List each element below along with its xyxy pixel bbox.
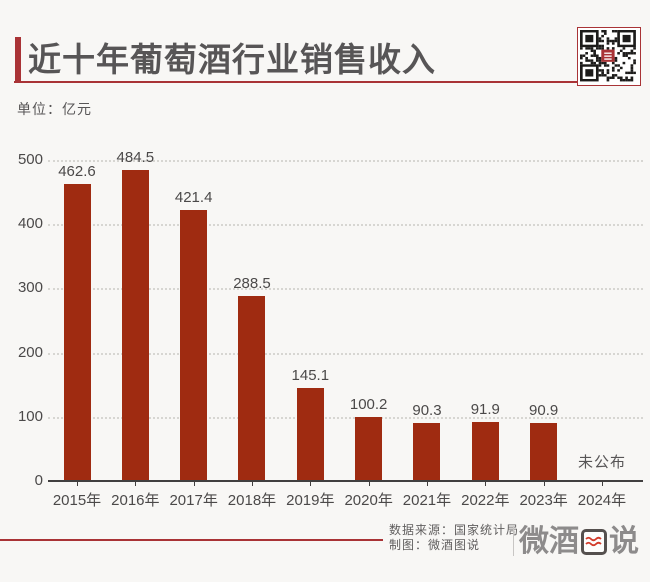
logo-char: 酒 bbox=[549, 525, 579, 558]
bar-2015年 bbox=[63, 184, 91, 481]
bar-value-label: 421.4 bbox=[174, 189, 213, 207]
x-axis-category-label: 2019年 bbox=[286, 492, 335, 509]
title-accent-bar bbox=[15, 37, 21, 82]
source-block: 数据来源：国家统计局 制图：微酒图说 bbox=[389, 523, 519, 553]
bar-2018年 bbox=[238, 295, 266, 481]
x-axis-line bbox=[48, 480, 643, 482]
title-underline bbox=[14, 81, 641, 83]
logo-char: 说 bbox=[609, 525, 639, 558]
x-axis-category-label: 2017年 bbox=[169, 492, 218, 509]
bar-value-label: 90.3 bbox=[412, 402, 442, 420]
x-axis-category-label: 2023年 bbox=[519, 492, 568, 509]
bar-2017年 bbox=[180, 210, 208, 481]
x-axis-category-label: 2016年 bbox=[111, 492, 160, 509]
y-axis-tick-label: 100 bbox=[17, 407, 43, 425]
x-axis-tick bbox=[310, 482, 312, 486]
y-axis-tick-label: 0 bbox=[34, 472, 43, 489]
bar-value-label: 484.5 bbox=[116, 148, 155, 166]
x-axis-tick bbox=[426, 482, 428, 486]
x-axis-tick bbox=[251, 482, 253, 486]
bar-2020年 bbox=[355, 416, 383, 481]
chart-credit-text: 制图：微酒图说 bbox=[389, 538, 481, 552]
footer-rule bbox=[0, 539, 383, 541]
x-axis-tick bbox=[601, 482, 603, 486]
footer-divider bbox=[513, 526, 514, 556]
y-axis-tick-label: 500 bbox=[17, 151, 43, 168]
bar-2019年 bbox=[296, 387, 324, 481]
x-axis-tick bbox=[485, 482, 487, 486]
bar-value-label: 91.9 bbox=[470, 401, 500, 418]
x-axis-category-label: 2021年 bbox=[402, 492, 452, 509]
x-axis-tick bbox=[135, 482, 137, 486]
bar-value-label: 462.6 bbox=[58, 163, 96, 180]
x-axis-category-label: 2020年 bbox=[344, 492, 393, 509]
unit-label: 单位：亿元 bbox=[17, 101, 92, 117]
bar-value-label: 288.5 bbox=[233, 274, 271, 292]
x-axis-category-label: 2018年 bbox=[227, 492, 277, 509]
gridline bbox=[48, 416, 643, 419]
gridline bbox=[48, 288, 643, 291]
page-title: 近十年葡萄酒行业销售收入 bbox=[28, 41, 436, 78]
gridline bbox=[48, 352, 643, 355]
brand-logo: 微酒说 bbox=[519, 526, 639, 558]
qr-code-icon bbox=[577, 27, 641, 86]
x-axis-tick bbox=[368, 482, 370, 486]
bar-value-label: 100.2 bbox=[349, 395, 388, 413]
bar-2021年 bbox=[413, 423, 441, 481]
bar-2023年 bbox=[530, 422, 558, 481]
gridline bbox=[48, 160, 643, 162]
missing-data-label: 未公布 bbox=[577, 454, 626, 471]
x-axis-category-label: 2022年 bbox=[461, 492, 510, 509]
logo-wave-icon bbox=[585, 536, 602, 547]
gridline bbox=[48, 224, 643, 227]
x-axis-category-label: 2024年 bbox=[577, 492, 627, 509]
x-axis-tick bbox=[193, 482, 195, 486]
x-axis-tick bbox=[77, 482, 78, 486]
data-source-text: 数据来源：国家统计局 bbox=[389, 523, 520, 537]
bar-2022年 bbox=[471, 422, 499, 481]
y-axis-tick-label: 300 bbox=[17, 279, 43, 297]
y-axis-tick-label: 200 bbox=[17, 343, 43, 361]
x-axis-category-label: 2015年 bbox=[52, 492, 102, 509]
logo-picture-box bbox=[581, 529, 607, 555]
logo-char: 微 bbox=[519, 525, 549, 558]
y-axis-tick-label: 400 bbox=[17, 215, 43, 233]
bar-value-label: 145.1 bbox=[291, 366, 330, 384]
bar-2016年 bbox=[121, 169, 149, 481]
bar-value-label: 90.9 bbox=[529, 401, 559, 419]
x-axis-tick bbox=[543, 482, 545, 486]
